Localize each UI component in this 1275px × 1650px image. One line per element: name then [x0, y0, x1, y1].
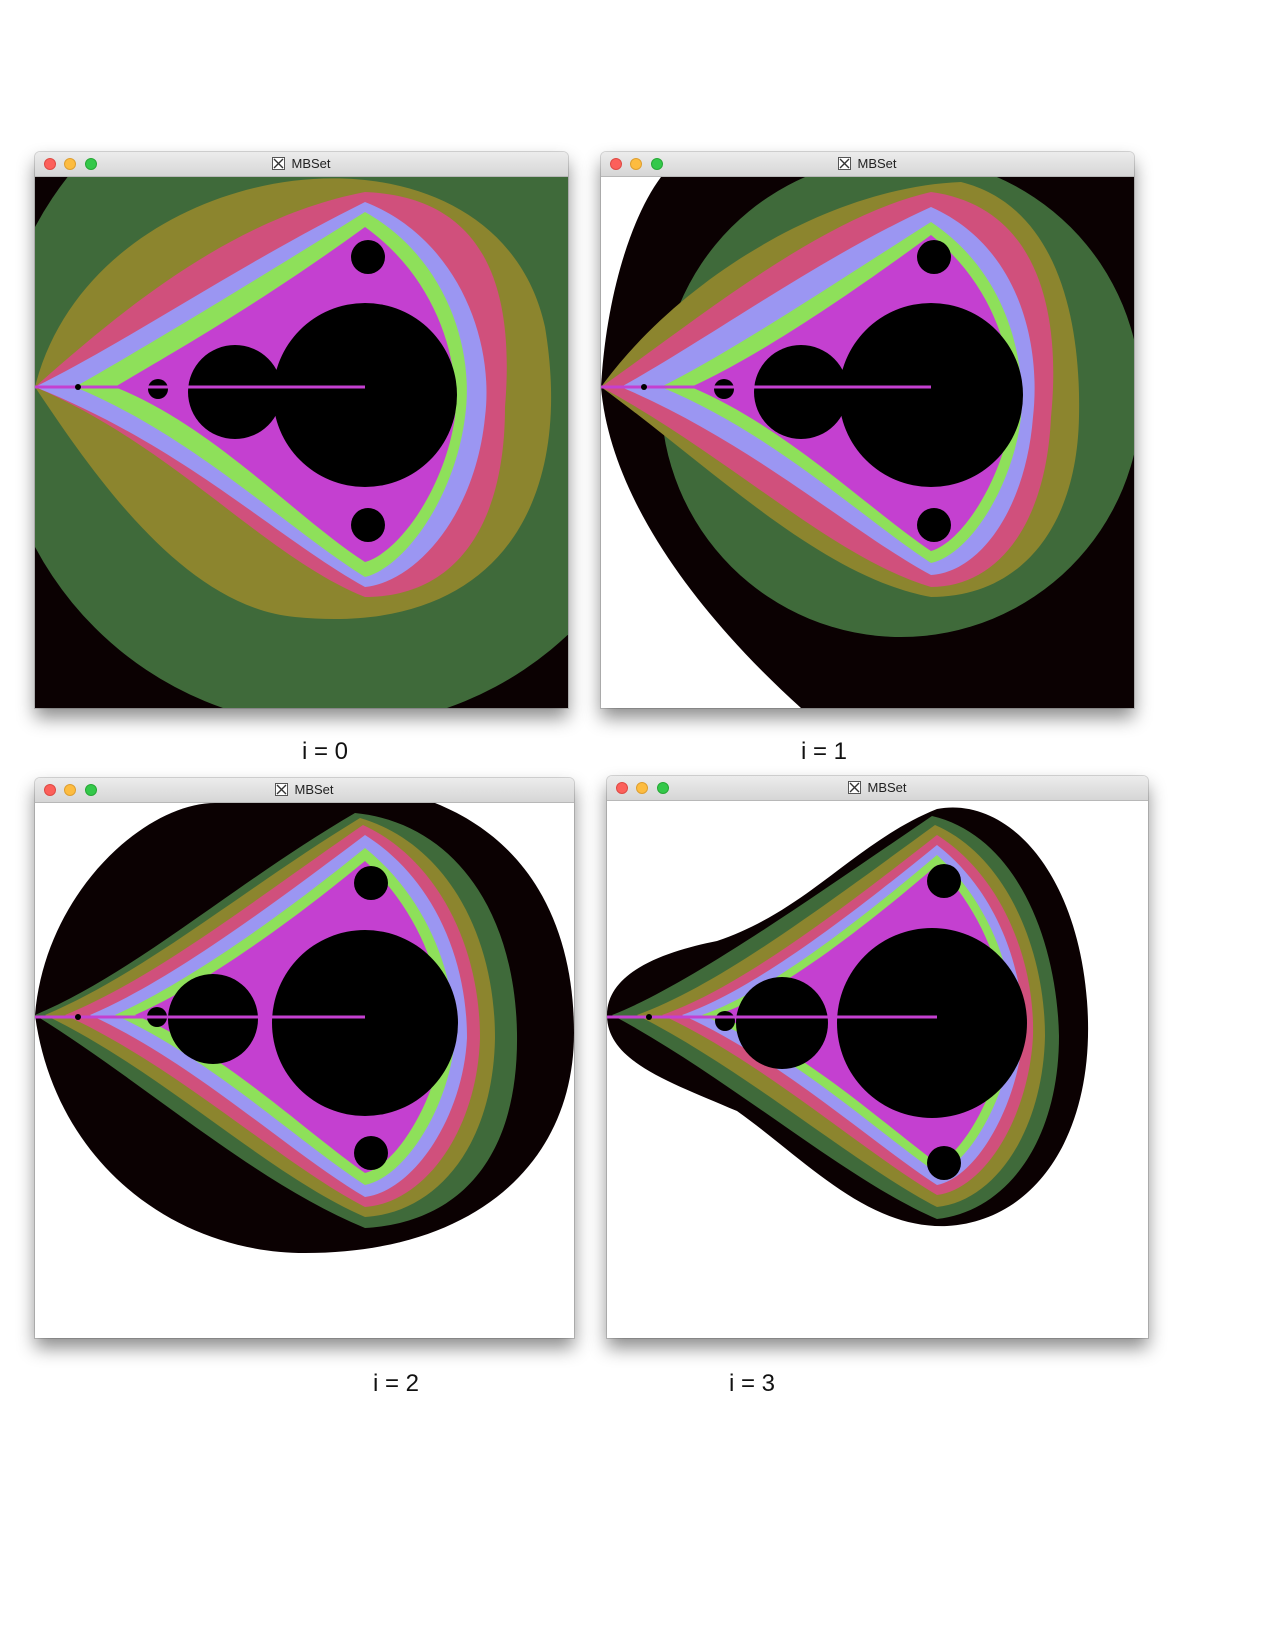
window-title-text: MBSet	[867, 780, 907, 795]
close-button[interactable]	[610, 158, 622, 170]
minimize-button[interactable]	[630, 158, 642, 170]
fractal-canvas[interactable]	[35, 177, 568, 708]
zoom-button[interactable]	[85, 784, 97, 796]
zoom-button[interactable]	[657, 782, 669, 794]
minimize-button[interactable]	[64, 784, 76, 796]
window-title-text: MBSet	[291, 156, 331, 171]
x11-icon	[838, 157, 852, 170]
mbset-window-1[interactable]: MBSet	[601, 152, 1134, 708]
close-button[interactable]	[44, 158, 56, 170]
window-title: MBSet	[601, 156, 1134, 172]
window-title-text: MBSet	[294, 782, 334, 797]
fractal-canvas[interactable]	[35, 803, 574, 1338]
minimize-button[interactable]	[64, 158, 76, 170]
mbset-window-3[interactable]: MBSet	[607, 776, 1148, 1338]
window-titlebar[interactable]: MBSet	[35, 778, 574, 803]
x11-icon	[272, 157, 286, 170]
x11-icon	[275, 783, 289, 796]
window-title: MBSet	[607, 780, 1148, 796]
window-title: MBSet	[35, 782, 574, 798]
zoom-button[interactable]	[651, 158, 663, 170]
mbset-window-2[interactable]: MBSet	[35, 778, 574, 1338]
mbset-window-0[interactable]: MBSet	[35, 152, 568, 708]
window-titlebar[interactable]: MBSet	[601, 152, 1134, 177]
iteration-caption-0: i = 0	[301, 738, 349, 765]
x11-icon	[848, 781, 862, 794]
iteration-caption-1: i = 1	[800, 738, 848, 765]
window-title: MBSet	[35, 156, 568, 172]
fractal-canvas[interactable]	[607, 801, 1148, 1338]
window-titlebar[interactable]: MBSet	[35, 152, 568, 177]
iteration-caption-2: i = 2	[372, 1370, 420, 1397]
iteration-caption-3: i = 3	[728, 1370, 776, 1397]
window-title-text: MBSet	[857, 156, 897, 171]
window-titlebar[interactable]: MBSet	[607, 776, 1148, 801]
zoom-button[interactable]	[85, 158, 97, 170]
close-button[interactable]	[44, 784, 56, 796]
minimize-button[interactable]	[636, 782, 648, 794]
fractal-canvas[interactable]	[601, 177, 1134, 708]
close-button[interactable]	[616, 782, 628, 794]
